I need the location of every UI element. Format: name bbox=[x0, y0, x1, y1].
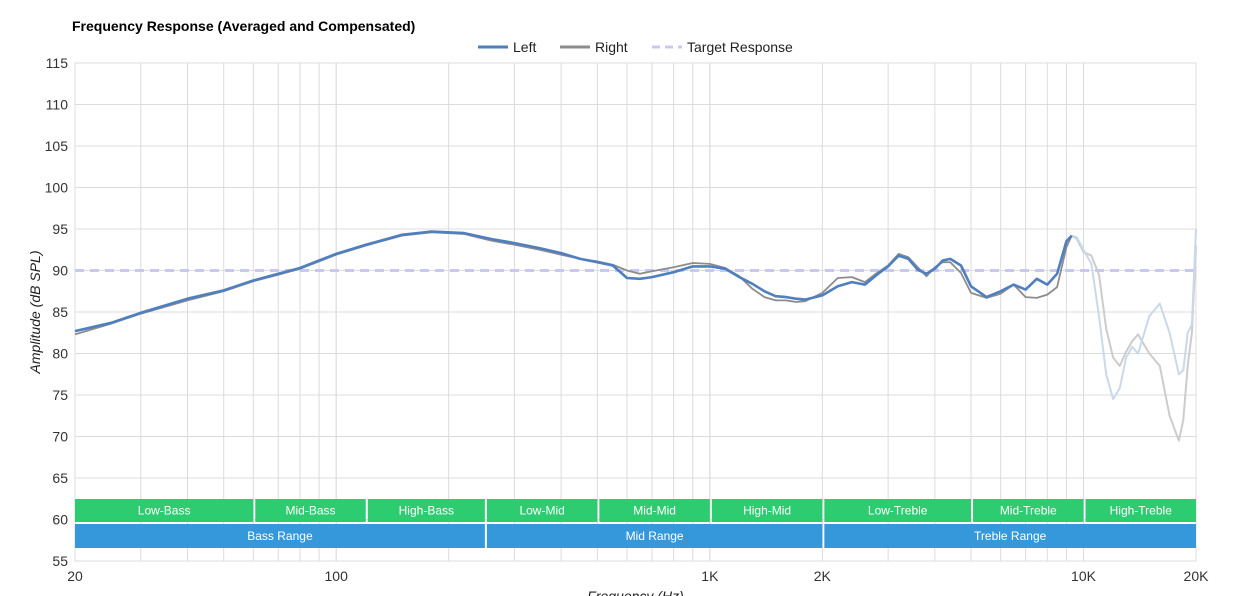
legend-label: Right bbox=[595, 39, 628, 55]
x-tick-label: 20 bbox=[67, 568, 83, 584]
plot-grid bbox=[74, 62, 1197, 562]
series-line bbox=[74, 231, 1073, 336]
y-tick-label: 65 bbox=[52, 470, 68, 486]
y-tick-label: 115 bbox=[46, 55, 69, 71]
band-mid-treble: Mid-Treble bbox=[973, 499, 1084, 522]
y-tick-label: 105 bbox=[45, 138, 69, 154]
band-high-bass: High-Bass bbox=[367, 499, 485, 522]
band-label: Treble Range bbox=[974, 529, 1047, 543]
x-tick-label: 2K bbox=[814, 568, 832, 584]
band-high-mid: High-Mid bbox=[711, 499, 823, 522]
legend-item-left: Left bbox=[478, 39, 536, 55]
band-label: Bass Range bbox=[247, 529, 313, 543]
x-tick-label: 1K bbox=[701, 568, 719, 584]
band-label: High-Treble bbox=[1110, 504, 1173, 518]
legend: Left Right Target Response bbox=[478, 39, 793, 55]
y-tick-label: 90 bbox=[52, 263, 68, 279]
series-left bbox=[74, 228, 1197, 401]
band-treble-range: Treble Range bbox=[824, 524, 1196, 548]
band-label: High-Mid bbox=[743, 504, 791, 518]
band-label: Low-Treble bbox=[868, 504, 928, 518]
legend-label: Target Response bbox=[687, 39, 793, 55]
series-line bbox=[74, 230, 1073, 333]
x-tick-label: 10K bbox=[1071, 568, 1097, 584]
x-tick-label: 20K bbox=[1184, 568, 1210, 584]
legend-item-target-response: Target Response bbox=[652, 39, 793, 55]
series-lines bbox=[74, 228, 1197, 442]
band-label: Mid-Mid bbox=[633, 504, 676, 518]
band-bass-range: Bass Range bbox=[75, 524, 485, 548]
band-label: Mid Range bbox=[626, 529, 684, 543]
band-label: Low-Bass bbox=[138, 504, 191, 518]
frequency-bands: Low-Bass Mid-Bass High-Bass Low-Mid Mid-Mid H… bbox=[75, 499, 1196, 548]
y-tick-label: 80 bbox=[52, 346, 68, 362]
y-tick-label: 55 bbox=[52, 553, 68, 569]
band-low-mid: Low-Mid bbox=[486, 499, 598, 522]
band-label: Low-Mid bbox=[519, 504, 564, 518]
y-tick-label: 95 bbox=[52, 221, 68, 237]
x-tick-label: 100 bbox=[325, 568, 349, 584]
y-tick-label: 110 bbox=[46, 97, 69, 113]
series-line-faded bbox=[1071, 234, 1197, 442]
band-label: Mid-Bass bbox=[286, 504, 336, 518]
y-tick-label: 60 bbox=[52, 512, 68, 528]
band-mid-bass: Mid-Bass bbox=[255, 499, 366, 522]
y-tick-label: 100 bbox=[45, 180, 69, 196]
chart-title: Frequency Response (Averaged and Compens… bbox=[72, 18, 415, 34]
axis-ticks: 55 60 65 70 75 80 85 90 95 100 105 110 115 20 100 1K 2K 1… bbox=[45, 55, 1209, 584]
y-tick-label: 75 bbox=[52, 387, 68, 403]
y-tick-label: 70 bbox=[52, 429, 68, 445]
legend-item-right: Right bbox=[560, 39, 628, 55]
legend-label: Left bbox=[513, 39, 536, 55]
series-right bbox=[74, 231, 1197, 442]
band-mid-range: Mid Range bbox=[486, 524, 823, 548]
series-line-faded bbox=[1071, 228, 1197, 401]
y-tick-label: 85 bbox=[52, 304, 68, 320]
band-mid-mid: Mid-Mid bbox=[599, 499, 710, 522]
band-low-bass: Low-Bass bbox=[75, 499, 254, 522]
band-label: Mid-Treble bbox=[1000, 504, 1057, 518]
band-low-treble: Low-Treble bbox=[824, 499, 972, 522]
y-axis-label: Amplitude (dB SPL) bbox=[27, 251, 43, 375]
x-axis-label: Frequency (Hz) bbox=[587, 588, 683, 596]
band-high-treble: High-Treble bbox=[1085, 499, 1196, 522]
band-label: High-Bass bbox=[399, 504, 454, 518]
